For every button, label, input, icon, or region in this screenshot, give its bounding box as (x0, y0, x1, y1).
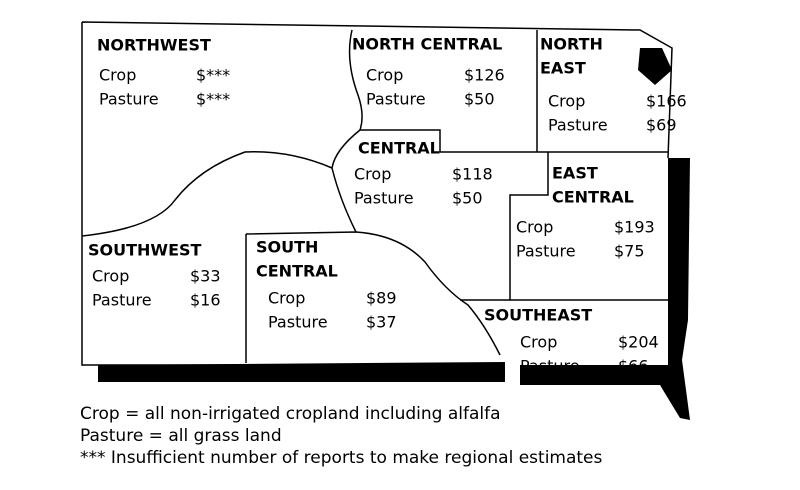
row-value: $37 (366, 313, 397, 332)
row-label: Pasture (520, 357, 580, 376)
region-name: EAST (552, 164, 598, 183)
region-name: CENTRAL (552, 188, 634, 207)
row-value: $193 (614, 218, 655, 237)
row-label: Pasture (92, 291, 152, 310)
row-value: $69 (646, 116, 677, 135)
boundary (245, 231, 501, 356)
boundary (348, 29, 668, 153)
region-name: CENTRAL (358, 139, 440, 158)
row-label: Crop (520, 333, 557, 352)
row-value: $*** (196, 90, 230, 109)
south-border (98, 362, 505, 382)
region-name: NORTH CENTRAL (352, 35, 502, 54)
region-name: SOUTH (256, 238, 318, 257)
region-name: EAST (540, 59, 586, 78)
map-shapes (81, 21, 690, 420)
row-value: $16 (190, 291, 221, 310)
row-label: Crop (92, 267, 129, 286)
row-label: Crop (268, 289, 305, 308)
row-value: $*** (196, 66, 230, 85)
row-label: Pasture (516, 242, 576, 261)
row-value: $33 (190, 267, 221, 286)
row-value: $89 (366, 289, 397, 308)
row-label: Pasture (548, 116, 608, 135)
note: *** Insufficient number of reports to ma… (80, 448, 603, 468)
row-label: Crop (366, 66, 403, 85)
row-value: $204 (618, 333, 659, 352)
row-value: $166 (646, 92, 687, 111)
boundary (81, 151, 333, 237)
row-value: $50 (452, 189, 483, 208)
region-name: SOUTHEAST (484, 306, 592, 325)
row-value: $126 (464, 66, 505, 85)
row-label: Pasture (354, 189, 414, 208)
row-label: Pasture (268, 313, 328, 332)
row-label: Pasture (366, 90, 426, 109)
note: Crop = all non-irrigated cropland includ… (80, 404, 501, 424)
region-name: NORTHWEST (97, 36, 211, 55)
row-value: $66 (618, 357, 649, 376)
boundary (509, 152, 668, 301)
corner-shape (638, 48, 672, 85)
row-label: Crop (516, 218, 553, 237)
boundary (331, 129, 361, 233)
row-value: $118 (452, 165, 493, 184)
region-name: NORTH (540, 35, 603, 54)
east-border (520, 158, 690, 420)
row-value: $75 (614, 242, 645, 261)
note: Pasture = all grass land (80, 426, 282, 446)
row-label: Crop (354, 165, 391, 184)
region-name: SOUTHWEST (88, 241, 202, 260)
row-label: Crop (99, 66, 136, 85)
region-name: CENTRAL (256, 262, 338, 281)
row-value: $50 (464, 90, 495, 109)
row-label: Crop (548, 92, 585, 111)
row-label: Pasture (99, 90, 159, 109)
